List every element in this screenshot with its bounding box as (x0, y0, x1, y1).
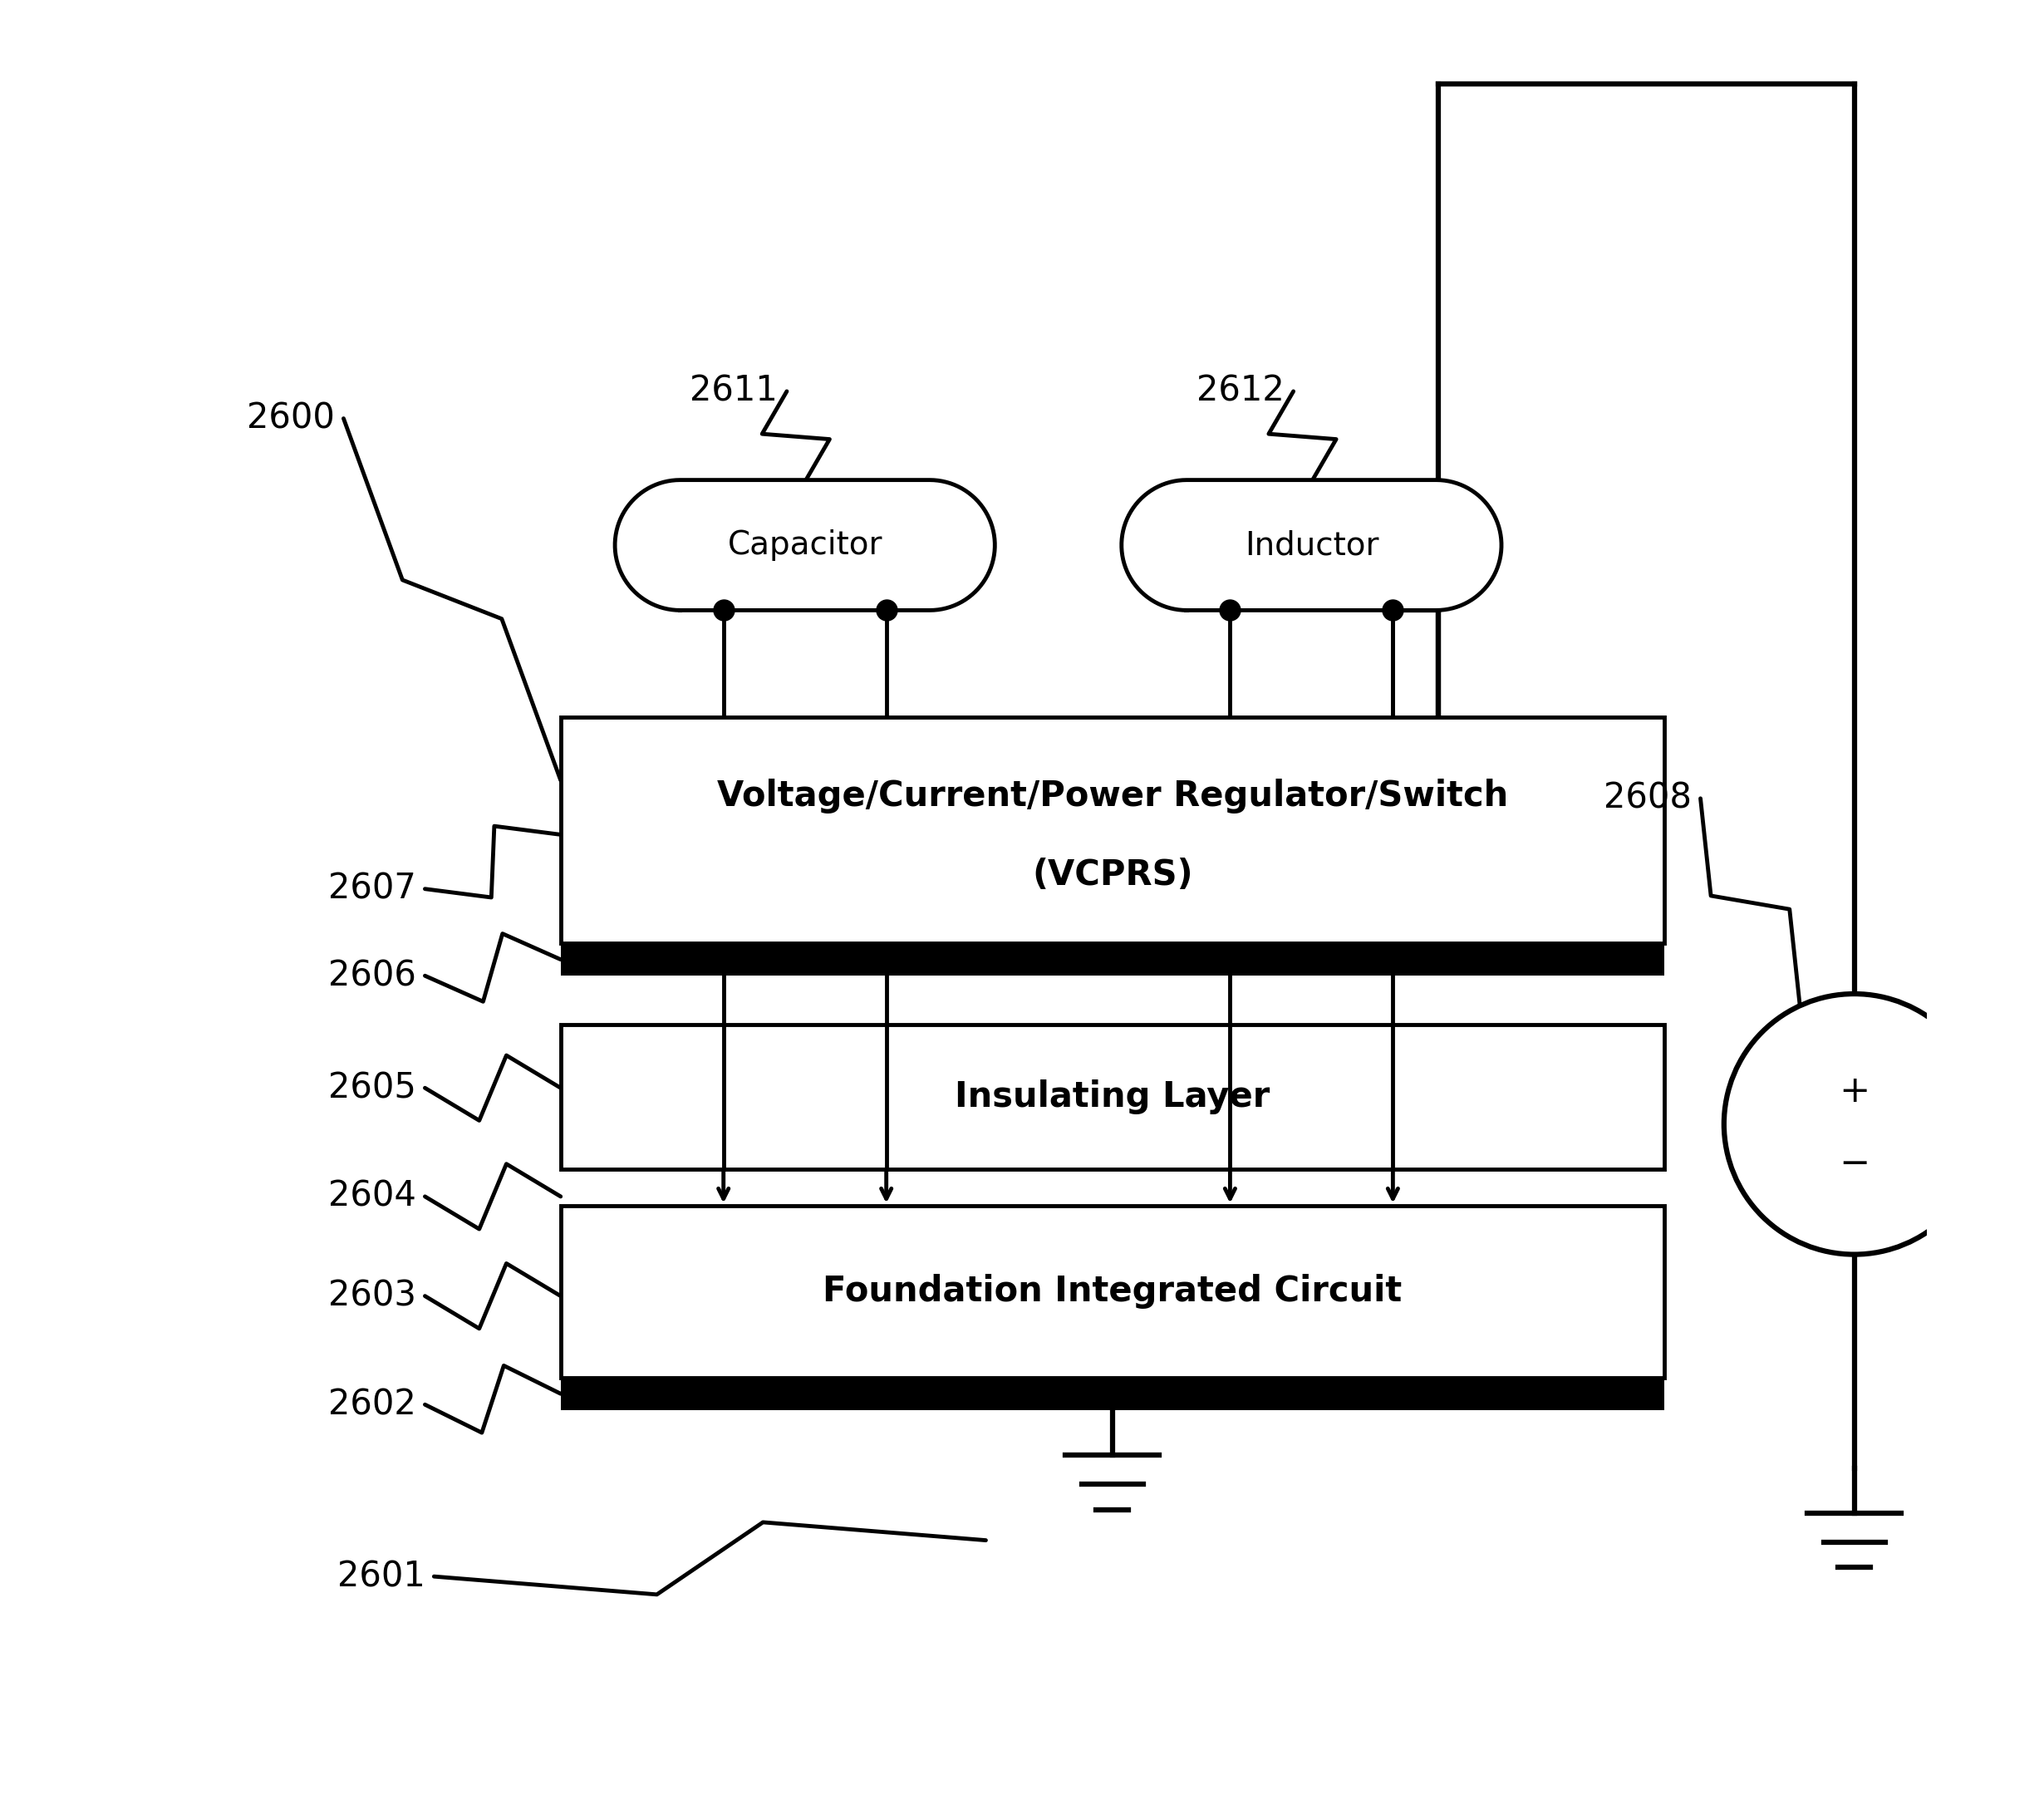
Text: 2611: 2611 (689, 374, 779, 408)
Text: Foundation Integrated Circuit: Foundation Integrated Circuit (824, 1273, 1402, 1310)
Polygon shape (1122, 481, 1502, 610)
Circle shape (1723, 994, 1985, 1255)
Text: Inductor: Inductor (1245, 530, 1378, 561)
Text: 2602: 2602 (327, 1388, 415, 1422)
Text: 2606: 2606 (327, 958, 415, 994)
Polygon shape (615, 481, 995, 610)
Text: Insulating Layer: Insulating Layer (955, 1079, 1269, 1114)
Text: (VCPRS): (VCPRS) (1032, 858, 1194, 892)
Text: 2605: 2605 (327, 1070, 415, 1105)
Bar (560, 1377, 1664, 1409)
Text: Voltage/Current/Power Regulator/Switch: Voltage/Current/Power Regulator/Switch (717, 778, 1508, 814)
Text: 2612: 2612 (1196, 374, 1284, 408)
Text: 2601: 2601 (337, 1558, 425, 1595)
Text: 2608: 2608 (1602, 782, 1692, 816)
Text: 2600: 2600 (247, 401, 335, 435)
Text: 2603: 2603 (327, 1279, 415, 1313)
Bar (560, 1206, 1664, 1377)
Text: 2607: 2607 (327, 871, 415, 907)
Text: +: + (1840, 1074, 1870, 1110)
Text: −: − (1840, 1146, 1870, 1181)
Bar (560, 943, 1664, 976)
Bar (560, 1025, 1664, 1170)
Text: Capacitor: Capacitor (728, 530, 883, 561)
Bar (560, 717, 1664, 943)
Text: 2604: 2604 (327, 1179, 415, 1214)
